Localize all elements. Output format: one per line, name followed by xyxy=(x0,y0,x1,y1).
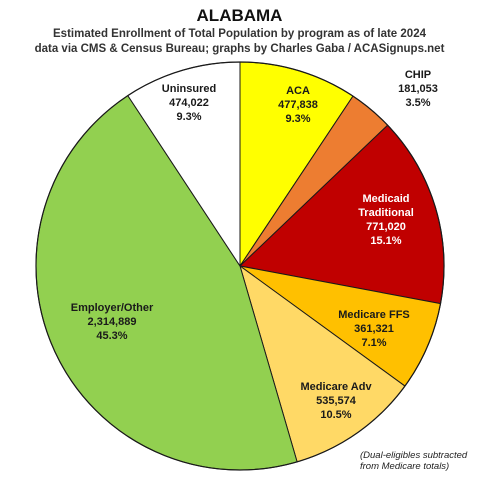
footnote-line-1: (Dual-eligibles subtracted xyxy=(360,450,468,461)
pie-outline xyxy=(35,61,445,471)
chart-subtitle-line-2: data via CMS & Census Bureau; graphs by … xyxy=(34,43,445,55)
pie-label-chip: CHIP 181,053 3.5% xyxy=(398,69,438,109)
pie-label-aca: ACA 477,838 9.3% xyxy=(278,85,318,125)
footnote-line-2: from Medicare totals) xyxy=(360,461,450,472)
chart-subtitle-line-1: Estimated Enrollment of Total Population… xyxy=(53,28,426,40)
pie-label-employer-other: Employer/Other 2,314,889 45.3% xyxy=(71,302,154,342)
chart-title: ALABAMA xyxy=(196,6,283,25)
pie-labels: ACA 477,838 9.3% CHIP 181,053 3.5% Medicaid Tra… xyxy=(71,69,438,421)
pie-label-medicare-ffs: Medicare FFS 361,321 7.1% xyxy=(338,309,410,349)
pie-label-medicare-adv: Medicare Adv 535,574 10.5% xyxy=(300,381,372,421)
pie-slices xyxy=(35,61,445,471)
footnote: (Dual-eligibles subtracted from Medicare… xyxy=(360,450,475,472)
pie-label-uninsured: Uninsured 474,022 9.3% xyxy=(162,83,216,123)
pie-label-medicaid-traditional: Medicaid Traditional 771,020 15.1% xyxy=(358,193,414,247)
